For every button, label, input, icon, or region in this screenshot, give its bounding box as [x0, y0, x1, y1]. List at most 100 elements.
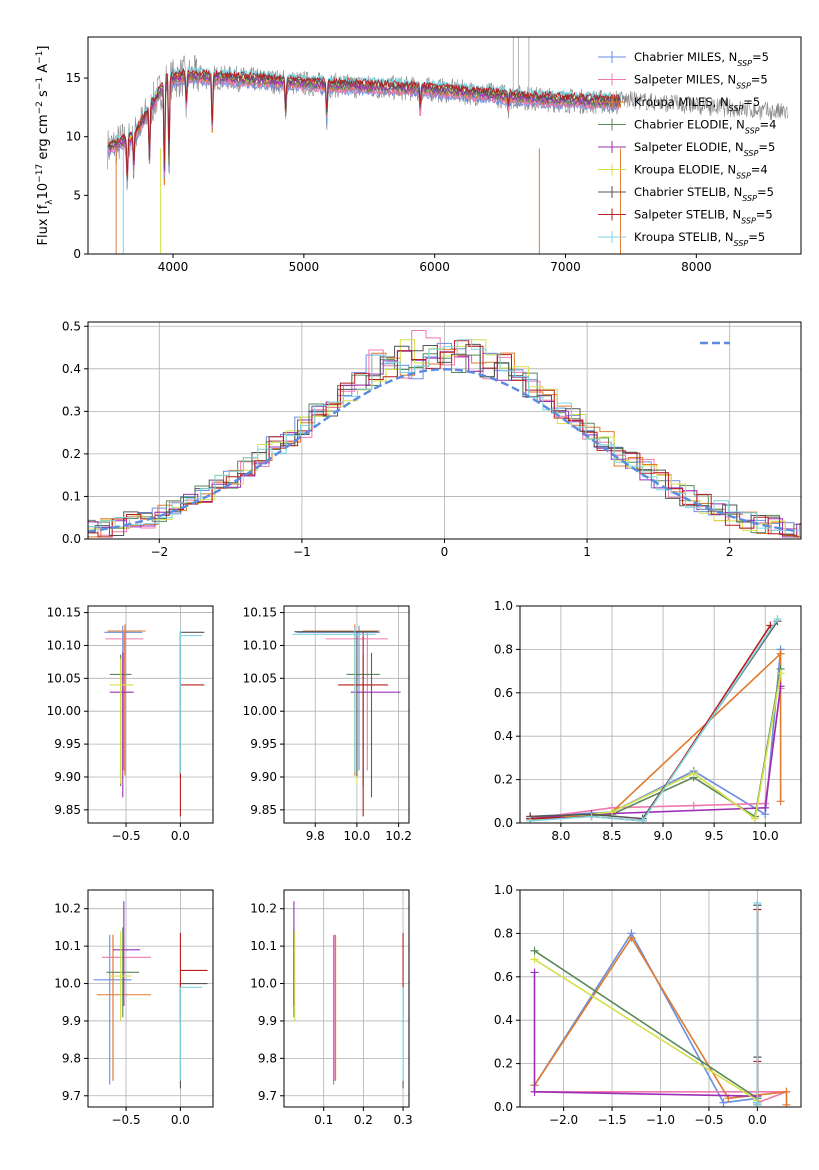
data-point-6: [294, 631, 378, 777]
data-point-8: [179, 629, 203, 774]
x-tick-label: 2: [726, 545, 734, 559]
series-marker: [530, 968, 539, 977]
data-point-8: [292, 627, 376, 773]
y-tick-label: 0.0: [494, 816, 513, 830]
y-tick-label: 0.4: [62, 362, 81, 376]
series-marker: [689, 801, 698, 810]
y-tick-label: 10.00: [47, 704, 81, 718]
plot-area: [104, 624, 205, 817]
y-tick-label: 15: [66, 71, 81, 85]
data-point-4: [113, 901, 141, 1006]
series-line-4: [533, 972, 759, 1103]
model-spectrum-0: [107, 78, 621, 189]
data-point-8: [179, 986, 203, 1081]
series-marker: [719, 1098, 728, 1107]
residual-histogram-8: [88, 339, 801, 537]
series-marker: [776, 797, 785, 806]
data-point-6: [179, 982, 208, 1089]
legend-entry: Salpeter ELODIE, NSSP=5: [634, 140, 775, 158]
x-tick-label: −2.0: [549, 1113, 578, 1127]
x-tick-label: 0.1: [314, 1113, 333, 1127]
panel-age_vs_mass: 9.8 10.0 10.2 9.85 9.90 9.95 10.00 10.05 10.10 10…: [243, 605, 412, 843]
series-line-0: [533, 905, 759, 1104]
y-tick-label: 0.8: [494, 926, 513, 940]
series-line-8: [530, 618, 779, 822]
legend-entry: Kroupa ELODIE, NSSP=4: [634, 163, 768, 181]
panel-mass_vs_EBV: 0.1 0.2 0.3 9.7 9.8 9.9 10.0 10.1 10.2: [250, 889, 413, 1127]
data-point-2: [107, 624, 146, 776]
y-tick-label: 9.9: [62, 1014, 81, 1028]
y-tick-label: 0.4: [494, 729, 513, 743]
y-tick-label: 0.4: [494, 1013, 513, 1027]
y-tick-label: 0.8: [494, 642, 513, 656]
x-tick-label: −1: [293, 545, 311, 559]
series-marker: [638, 816, 647, 823]
y-tick-label: 9.85: [54, 803, 81, 817]
x-tick-label: 10.0: [752, 829, 779, 843]
legend-entry: Kroupa STELIB, NSSP=5: [634, 230, 765, 248]
y-tick-label: 0.0: [62, 532, 81, 546]
legend-entry: Chabrier ELODIE, NSSP=4: [634, 118, 776, 136]
panel-mass_vs_Z: −0.5 0.0 9.7 9.8 9.9 10.0 10.1 10.2: [54, 889, 214, 1127]
y-tick-label: 10.0: [54, 977, 81, 991]
x-tick-label: 0.2: [354, 1113, 373, 1127]
y-tick-label: 10.15: [243, 606, 277, 620]
plot-area: [107, 37, 789, 254]
legend-entry: Chabrier STELIB, NSSP=5: [634, 185, 774, 203]
series-marker: [753, 1100, 762, 1107]
x-tick-label: 9.0: [654, 829, 673, 843]
x-tick-label: 0.0: [171, 829, 190, 843]
series-line-3: [530, 668, 782, 820]
series-marker: [530, 946, 539, 955]
panel-residuals: −2 −1 0 1 2 0.0 0.1 0.2 0.3 0.4 0.5: [62, 319, 802, 559]
y-tick-label: 0.2: [494, 773, 513, 787]
x-tick-label: 0.3: [394, 1113, 413, 1127]
grid-lines: [88, 890, 213, 1107]
x-tick-label: −1.0: [646, 1113, 675, 1127]
y-tick-label: 0.6: [494, 970, 513, 984]
y-tick-label: 0.0: [494, 1100, 513, 1114]
data-point-5: [109, 931, 132, 1021]
axes-frame: [283, 605, 410, 824]
legend: Chabrier MILES, NSSP=5 Salpeter MILES, NS…: [598, 50, 776, 248]
data-point-5: [109, 658, 134, 784]
y-tick-label: 9.9: [258, 1014, 277, 1028]
y-tick-label: 5: [73, 188, 81, 202]
x-tick-label: 9.8: [306, 829, 325, 843]
series-marker: [526, 816, 535, 823]
series-line-4: [530, 686, 782, 820]
y-tick-label: 0: [73, 247, 81, 261]
data-point-0: [296, 625, 380, 771]
axes-frame: [87, 321, 802, 540]
x-tick-label: 8.5: [602, 829, 621, 843]
data-point-2: [302, 624, 380, 776]
y-tick-label: 10.10: [243, 638, 277, 652]
plot-area: [88, 330, 801, 538]
y-tick-label: 0.2: [494, 1057, 513, 1071]
series-marker: [530, 1087, 539, 1096]
y-tick-label: 10.15: [47, 606, 81, 620]
series-marker: [782, 1100, 791, 1107]
y-tick-label: 10.05: [47, 671, 81, 685]
x-tick-label: 9.5: [705, 829, 724, 843]
legend-entry: Chabrier MILES, NSSP=5: [634, 50, 769, 68]
data-point-7: [179, 632, 205, 817]
y-tick-label: 9.95: [250, 737, 277, 751]
y-tick-label: 0.1: [62, 489, 81, 503]
plot-area: [292, 624, 401, 817]
grid-lines: [284, 890, 409, 1107]
y-tick-label: 10.1: [250, 939, 277, 953]
model-spectrum-8: [109, 65, 622, 177]
x-tick-label: 0.0: [748, 1113, 767, 1127]
series-marker: [607, 808, 616, 817]
model-spectrum-7: [108, 68, 621, 175]
x-tick-label: 10.2: [385, 829, 412, 843]
x-tick-label: 8.0: [551, 829, 570, 843]
series-marker: [761, 803, 770, 812]
x-tick-label: 6000: [419, 260, 450, 274]
series-marker: [782, 1087, 791, 1096]
x-tick-label: −0.5: [111, 1113, 140, 1127]
series-marker: [776, 649, 785, 658]
plot-area: [530, 899, 791, 1107]
